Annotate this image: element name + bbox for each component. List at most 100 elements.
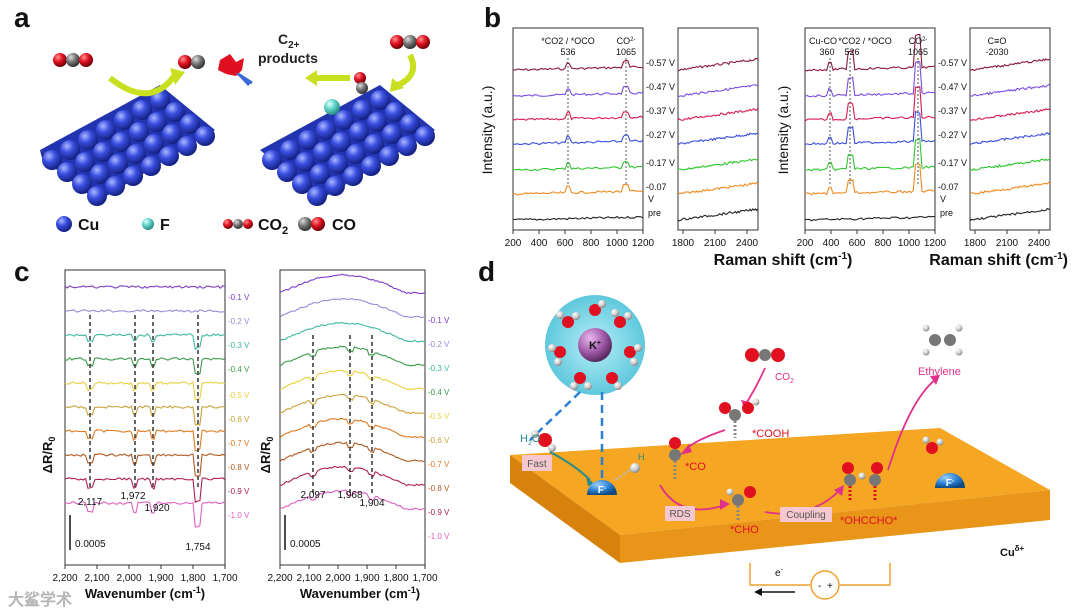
- raman-tick-label: 1000: [606, 238, 629, 249]
- ftir-series-0-8: [64, 477, 226, 504]
- raman-tick-label: 800: [875, 238, 892, 249]
- raman-tick-label: 1800: [672, 238, 695, 249]
- raman-series-2-2: [804, 85, 936, 122]
- svg-text:e-: e-: [775, 567, 784, 579]
- raman-tick-label: 2100: [996, 238, 1019, 249]
- scale-right-label: 0.0005: [290, 539, 321, 550]
- panel-a-illustration: C2+ products Cu F CO2 CO: [40, 31, 435, 237]
- panel-d-letter: d: [478, 256, 496, 287]
- svg-text:F: F: [160, 217, 170, 234]
- ftir-series-1-9: [279, 489, 426, 511]
- ftir-voltage-right: -0.2 V: [428, 340, 450, 349]
- products-label: products: [258, 50, 318, 66]
- raman-series-0-3: [512, 133, 644, 146]
- ftir-voltage-left: -0.4 V: [228, 365, 250, 374]
- ftir-peak-1904: 1,904: [359, 498, 384, 509]
- ftir-voltage-right: -0.9 V: [428, 508, 450, 517]
- voltage-label-1: -0.37 V: [938, 106, 967, 116]
- k-ion: [578, 328, 612, 362]
- power-source-icon: [810, 570, 840, 600]
- ftir-series-1-7: [279, 441, 426, 463]
- ftir-series-1-3: [279, 345, 426, 367]
- raman-series-1-2: [677, 107, 759, 121]
- ftir-voltage-right: -0.7 V: [428, 460, 450, 469]
- svg-text:Cu: Cu: [78, 217, 99, 234]
- rds-badge: [665, 506, 695, 521]
- ftir-peak-2097: 2,097: [300, 490, 325, 501]
- raman-series-0-2: [512, 111, 644, 121]
- ftir-peak-1754: 1,754: [185, 542, 210, 553]
- ftir-voltage-left: -0.7 V: [228, 439, 250, 448]
- svg-text:K+: K+: [589, 340, 601, 352]
- voltage-label-1: -0.27 V: [938, 130, 967, 140]
- raman-series-1-5: [677, 181, 759, 195]
- svg-text:RDS: RDS: [669, 509, 690, 520]
- raman-series-2-0: [804, 33, 936, 72]
- ftir-tick-label: 1,700: [212, 573, 237, 584]
- svg-text:*CO: *CO: [685, 461, 706, 473]
- peak-label-cuco: Cu-CO: [809, 36, 837, 46]
- raman-tick-label: 600: [557, 238, 574, 249]
- peak-label-cequivo: C≡O: [988, 36, 1007, 46]
- f-ion-left: [587, 480, 617, 495]
- ftir-series-0-9: [64, 501, 226, 528]
- voltage-label-0: pre: [648, 208, 661, 218]
- voltage-label-0: -0.07: [646, 182, 667, 192]
- peak-label-co3-2: CO2-: [909, 36, 928, 46]
- ftir-tick-label: 2,100: [84, 573, 109, 584]
- ftir-tick-label: 2,200: [52, 573, 77, 584]
- svg-text:Fast: Fast: [527, 459, 547, 470]
- raman-tick-label: 1800: [964, 238, 987, 249]
- peak-value-2030: -2030: [985, 47, 1008, 57]
- raman-series-0-5: [512, 183, 644, 196]
- raman-series-3-5: [969, 181, 1051, 195]
- raman-series-3-2: [969, 107, 1051, 121]
- svg-text:CO2: CO2: [775, 372, 794, 385]
- raman-series-3-0: [969, 58, 1051, 72]
- panel-b-ylabel: Intensity (a.u.): [479, 86, 495, 175]
- ftir-series-1-5: [279, 393, 426, 415]
- peak-label-co3: CO2-: [617, 36, 636, 46]
- raman-series-2-1: [804, 60, 936, 98]
- raman-tick-label: 2100: [704, 238, 727, 249]
- raman-series-0-1: [512, 85, 644, 98]
- panel-b-letter: b: [484, 2, 502, 33]
- svg-text:CO: CO: [332, 217, 356, 234]
- ftir-voltage-left: -0.5 V: [228, 391, 250, 400]
- ftir-peak-2117: 2,117: [78, 497, 103, 508]
- raman-tick-label: 400: [531, 238, 548, 249]
- ftir-voltage-left: -0.2 V: [228, 317, 250, 326]
- voltage-label-1: V: [940, 194, 946, 204]
- co-adsorbed-right: [354, 72, 368, 94]
- ftir-tick-label: 1,900: [148, 573, 173, 584]
- ftir-tick-label: 2,000: [325, 573, 350, 584]
- raman-frame-3: [969, 27, 1051, 231]
- raman-tick-label: 800: [583, 238, 600, 249]
- raman-tick-label: 600: [849, 238, 866, 249]
- ftir-voltage-left: -1.0 V: [228, 511, 250, 520]
- svg-text:+: +: [827, 581, 833, 592]
- panel-c-xlabel-right: Wavenumber (cm-1): [300, 585, 420, 601]
- ftir-series-0-6: [64, 429, 226, 452]
- scale-left-label: 0.0005: [75, 539, 106, 550]
- f-legend-icon: [142, 218, 154, 230]
- raman-tick-label: 200: [797, 238, 814, 249]
- svg-text:Ethylene: Ethylene: [918, 366, 961, 378]
- ftir-series-1-2: [279, 321, 426, 343]
- f-ion-right: [935, 473, 965, 488]
- ftir-series-0-5: [64, 405, 226, 426]
- ftir-voltage-right: -0.4 V: [428, 388, 450, 397]
- co2-molecule-left: [53, 53, 93, 67]
- panel-a-legend: Cu F CO2 CO: [56, 216, 356, 237]
- raman-tick-label: 2400: [1028, 238, 1051, 249]
- cu-delta-label: Cuδ+: [1000, 544, 1025, 559]
- peak-value-536: 536: [560, 47, 575, 57]
- raman-tick-label: 1000: [898, 238, 921, 249]
- ftir-series-0-2: [64, 333, 226, 351]
- ftir-tick-label: 2,200: [267, 573, 292, 584]
- panel-c-xlabel-left: Wavenumber (cm-1): [85, 585, 205, 601]
- peak-label-oco-2: *CO2 / *OCO: [838, 36, 892, 46]
- raman-tick-label: 2400: [736, 238, 759, 249]
- svg-text:Coupling: Coupling: [786, 510, 825, 521]
- voltage-label-0: -0.27 V: [646, 130, 675, 140]
